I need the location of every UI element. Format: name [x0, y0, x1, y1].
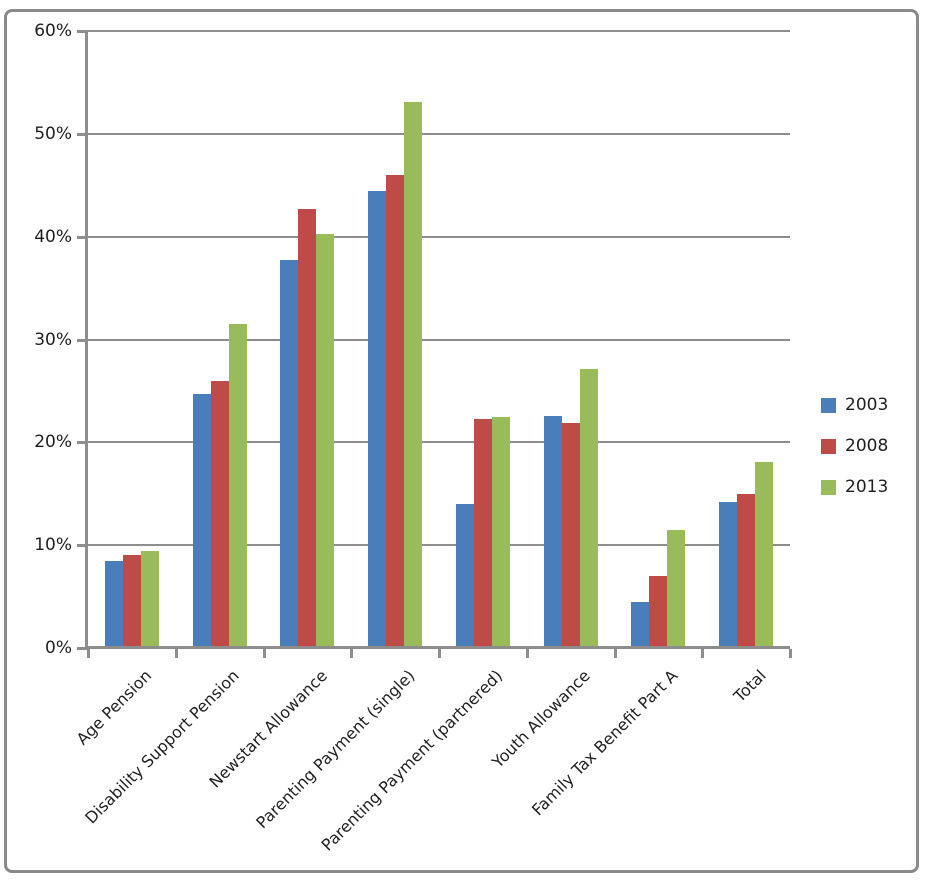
bar-2008-family-tax-benefit-part-a: [649, 576, 668, 648]
y-axis-tick-60: [77, 30, 88, 33]
legend-label: 2013: [845, 477, 889, 497]
y-axis-tick-40: [77, 235, 88, 239]
y-axis-tick-20: [77, 441, 88, 445]
bar-2013-newstart-allowance: [316, 233, 335, 648]
y-axis-label-60: 60%: [34, 21, 72, 41]
bar-2013-total: [755, 461, 774, 648]
x-axis-tick-5: [525, 649, 529, 658]
legend-item-2003: 2003: [821, 396, 888, 415]
bar-group-total: [702, 31, 790, 648]
x-axis-tick-4: [438, 649, 441, 658]
x-axis-tick-7: [701, 649, 705, 658]
bar-2013-parenting-payment-single: [404, 101, 423, 648]
gridline-50: [88, 132, 790, 135]
bar-2003-disability-support-pension: [192, 394, 211, 648]
x-axis-tick-2: [262, 649, 266, 658]
y-axis-label-40: 40%: [34, 226, 72, 247]
bar-group-disability-support-pension: [176, 31, 264, 648]
y-axis-label-10: 10%: [34, 535, 72, 556]
y-axis-tick-30: [77, 338, 88, 342]
legend-label: 2008: [845, 436, 889, 456]
bar-2003-total: [719, 501, 738, 648]
bar-2013-family-tax-benefit-part-a: [667, 529, 686, 648]
legend-swatch-icon: [821, 439, 836, 454]
x-axis-tick-3: [350, 649, 354, 658]
x-axis-tick-1: [174, 649, 178, 658]
bar-2003-newstart-allowance: [280, 260, 299, 648]
gridline-10: [88, 544, 790, 547]
bar-2008-age-pension: [122, 555, 141, 648]
gridline-20: [88, 441, 790, 444]
bar-2008-youth-allowance: [561, 422, 580, 648]
legend: 2003 2008 2013: [821, 396, 888, 497]
y-axis-label-0: 0%: [45, 638, 72, 658]
bar-2013-age-pension: [140, 551, 159, 648]
y-axis-tick-50: [77, 132, 88, 136]
bar-group-newstart-allowance: [264, 31, 352, 648]
gridline-40: [88, 235, 790, 238]
bar-2013-youth-allowance: [579, 369, 598, 648]
bar-2003-parenting-payment-partnered: [455, 504, 474, 648]
bar-group-youth-allowance: [527, 31, 615, 648]
bar-2008-total: [737, 493, 756, 648]
y-axis-label-20: 20%: [34, 432, 72, 453]
bar-2003-age-pension: [104, 560, 123, 648]
legend-label: 2003: [845, 395, 889, 415]
bar-2013-parenting-payment-partnered: [491, 416, 510, 648]
legend-item-2008: 2008: [821, 437, 888, 456]
y-axis-label-50: 50%: [34, 123, 72, 144]
x-axis-tick-0: [87, 649, 90, 658]
bar-group-parenting-payment-partnered: [439, 31, 527, 648]
plot-area: [88, 30, 790, 648]
chart-frame: [4, 9, 919, 873]
bar-2003-youth-allowance: [543, 415, 562, 648]
legend-item-2013: 2013: [821, 478, 888, 497]
x-axis-line: [85, 646, 790, 649]
x-axis-tick-8: [789, 649, 792, 658]
bar-2003-parenting-payment-single: [368, 191, 387, 648]
legend-swatch-icon: [821, 480, 836, 495]
y-axis-label-30: 30%: [34, 329, 72, 350]
x-axis-tick-6: [613, 649, 617, 658]
y-axis-tick-0: [77, 647, 88, 650]
y-axis-tick-10: [77, 544, 88, 548]
bar-2008-parenting-payment-single: [386, 174, 405, 648]
bar-group-parenting-payment-single: [351, 31, 439, 648]
bar-2008-parenting-payment-partnered: [473, 418, 492, 648]
bar-group-family-tax-benefit-part-a: [615, 31, 703, 648]
gridline-30: [88, 338, 790, 341]
legend-swatch-icon: [821, 398, 836, 413]
bar-2013-disability-support-pension: [228, 324, 247, 648]
bar-2008-disability-support-pension: [210, 380, 229, 648]
bar-2003-family-tax-benefit-part-a: [631, 601, 650, 648]
bar-2008-newstart-allowance: [298, 208, 317, 648]
gridline-60: [88, 30, 790, 32]
bar-group-age-pension: [88, 31, 176, 648]
